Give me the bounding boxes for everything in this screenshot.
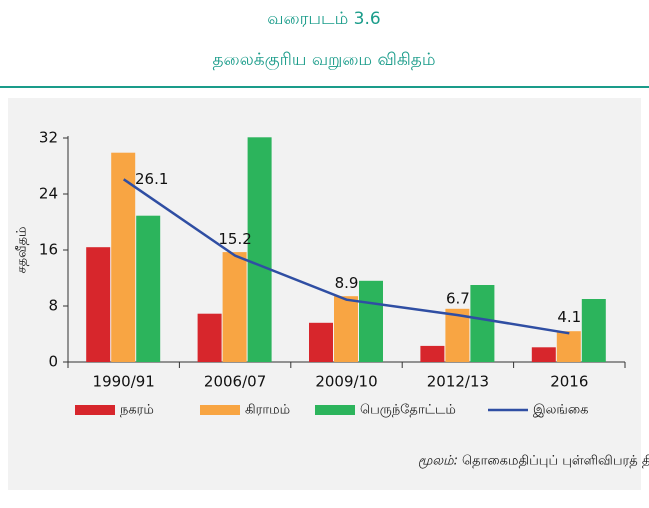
bar [247,137,272,362]
source-text: தொகைமதிப்புப் புள்ளிவிபரத் திணைக்களம் [462,454,649,469]
x-tick-label: 2006/07 [204,373,266,391]
data-label: 26.1 [135,170,168,188]
bar [309,322,333,362]
bar [556,331,581,362]
bar [86,247,111,362]
y-axis-label: சதவீதம் [15,226,30,273]
x-tick-label: 2016 [550,373,588,391]
legend-swatch [75,405,115,415]
line [122,178,570,335]
bar [111,152,136,362]
source-label: மூலம்: [418,454,458,470]
y-tick-label: 24 [39,185,58,203]
data-label: 15.2 [218,230,251,248]
legend-label: கிராமம் [245,403,290,418]
legend-label: பெருந்தோட்டம் [360,403,456,418]
bar [136,215,161,362]
legend-swatch [200,405,240,415]
chart-caption: வரைபடம் 3.6 [267,9,380,29]
legend-label: நகரம் [120,403,154,418]
data-label: 6.7 [446,290,470,308]
bar [197,313,222,362]
bar [359,280,383,362]
data-label: 4.1 [557,308,581,326]
x-tick-label: 1990/91 [93,373,155,391]
x-tick-label: 2012/13 [427,373,489,391]
bar [470,285,495,362]
legend-label: இலங்கை [533,403,588,418]
data-label: 8.9 [335,274,359,292]
y-tick-label: 32 [39,129,58,147]
bar [581,299,606,362]
legend-swatch [315,405,355,415]
bar [334,296,358,362]
chart-title: தலைக்குரிய வறுமை விகிதம் [212,50,435,70]
bar [445,308,470,362]
y-tick-label: 16 [39,241,58,259]
bar [420,345,445,362]
x-tick-label: 2009/10 [315,373,377,391]
bar [531,347,556,362]
bar [222,252,247,362]
y-tick-label: 0 [48,353,58,371]
y-tick-label: 8 [48,297,58,315]
